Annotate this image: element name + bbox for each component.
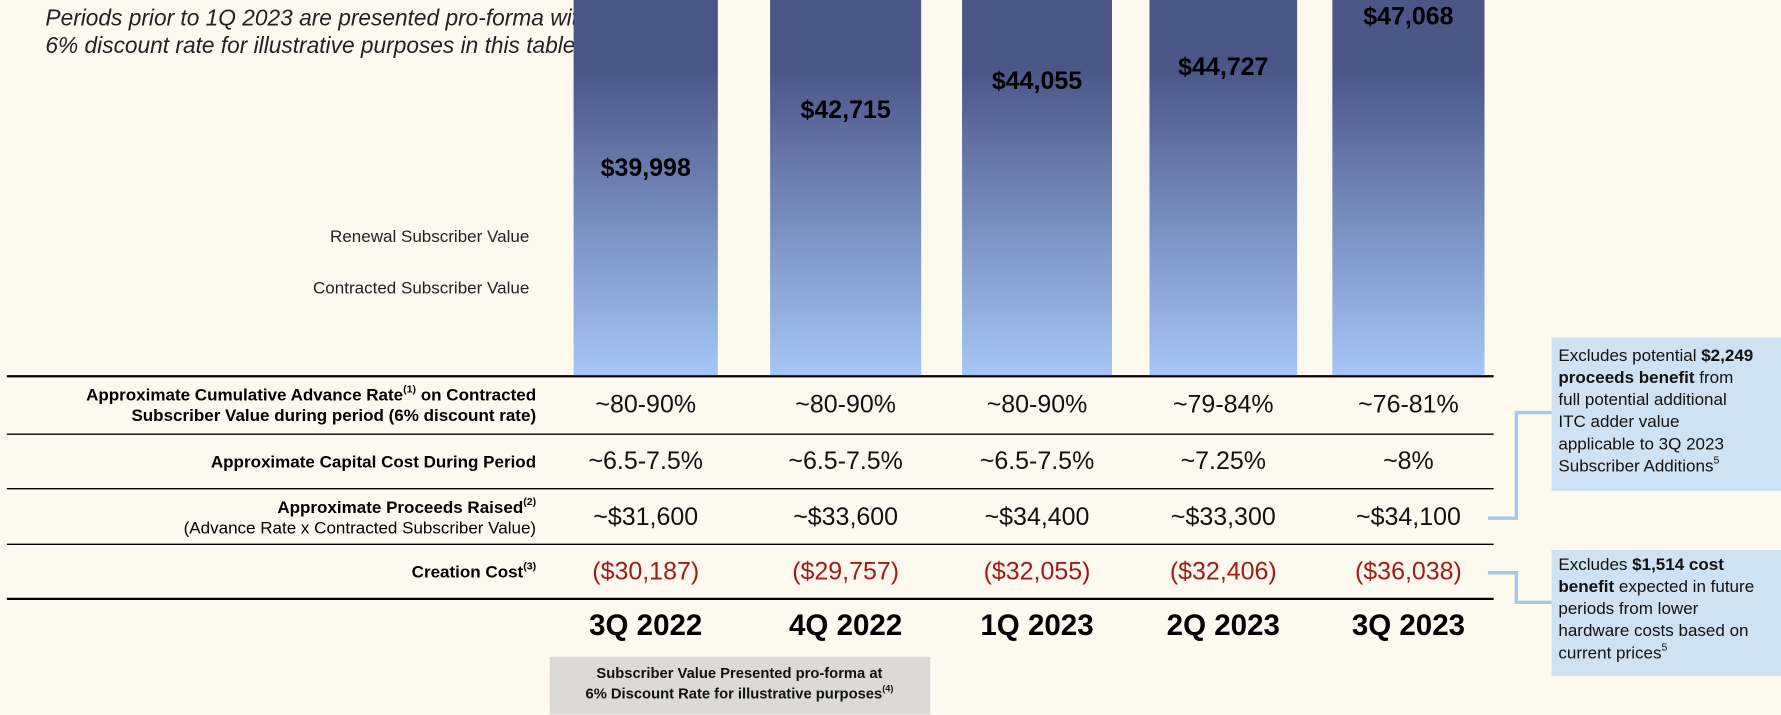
category-label: 3Q 2023 [1352,609,1465,642]
cell-value: ~6.5-7.5% [788,447,903,475]
callout-text: current prices5 [1558,641,1667,662]
cell-value: ~80-90% [987,390,1088,418]
category-label: 3Q 2022 [589,609,702,642]
bar-segment [1149,0,1298,376]
row-label: (Advance Rate x Contracted Subscriber Va… [184,518,536,537]
total-label: $47,068 [1363,3,1453,31]
row-label-run: on Contracted [416,385,536,404]
legend-label: Renewal Subscriber Value [330,227,529,246]
cell-value: ~$34,400 [985,503,1090,531]
cell-value: ~$33,600 [793,503,898,531]
callout-text-run: periods from lower [1558,599,1698,618]
callout-text-run: Excludes [1558,554,1632,573]
bar-segment [770,0,922,376]
total-label: $44,055 [992,67,1082,95]
total-label: $42,715 [801,96,891,124]
cell-value: ~76-81% [1358,390,1459,418]
cell-value: ($32,055) [984,557,1091,585]
callout-text-run: 5 [1713,454,1719,466]
footer-text: 6% Discount Rate for illustrative purpos… [585,684,893,702]
bar-segment [1332,0,1485,376]
callout-text: Subscriber Additions5 [1558,454,1719,475]
row-label-run: Approximate Capital Cost During Period [211,452,536,471]
cell-value: ($29,757) [792,557,899,585]
callout-text-run: $1,514 cost [1632,554,1724,573]
callout-text: benefit expected in future [1558,576,1754,595]
row-label-run: (1) [403,383,416,395]
cell-value: ~80-90% [595,390,696,418]
callout-text-run: benefit [1558,576,1614,595]
cell-value: ~$31,600 [593,503,698,531]
row-label: Approximate Cumulative Advance Rate(1) o… [86,383,536,404]
callout-text-run: Subscriber Additions [1558,456,1713,475]
cell-value: ~8% [1383,447,1434,475]
callout-connector [1487,571,1552,604]
callout-text-run: $2,249 [1701,345,1753,364]
footer-box [549,656,931,715]
row-label: Creation Cost(3) [412,561,536,582]
callout-connector [1487,410,1552,520]
cell-value: ($30,187) [592,557,699,585]
category-label: 1Q 2023 [980,609,1093,642]
total-label: $39,998 [601,154,691,182]
row-label-run: (Advance Rate x Contracted Subscriber Va… [184,518,536,537]
callout-text: applicable to 3Q 2023 [1558,434,1724,453]
row-label: Approximate Proceeds Raised(2) [277,496,536,517]
cell-value: ~80-90% [795,390,896,418]
row-label-run: Subscriber Value during period (6% disco… [131,405,536,424]
cell-value: ~7.25% [1181,447,1266,475]
category-label: 4Q 2022 [789,609,902,642]
category-label: 2Q 2023 [1167,609,1280,642]
note: Periods prior to 1Q 2023 are presented p… [45,5,609,31]
row-label-run: (3) [523,561,536,573]
cell-value: ~$34,100 [1356,503,1461,531]
footer-text: Subscriber Value Presented pro-forma at [596,666,882,682]
cell-value: ~6.5-7.5% [588,447,703,475]
footer-text-run: (4) [882,684,893,694]
callout-text: Excludes potential $2,249 [1558,345,1753,364]
callout-text-run: current prices [1558,643,1661,662]
callout-text-run: applicable to 3Q 2023 [1558,434,1724,453]
row-label-run: Approximate Cumulative Advance Rate [86,385,403,404]
row-label-run: Approximate Proceeds Raised [277,497,523,516]
callout-text-run: full potential additional [1558,390,1726,409]
row-label-run: Creation Cost [412,562,524,581]
callout-text-run: expected in future [1614,576,1754,595]
total-label: $44,727 [1178,53,1268,81]
callout-text: hardware costs based on [1558,621,1748,640]
callout-text: proceeds benefit from [1558,367,1733,386]
footer-text-run: Subscriber Value Presented pro-forma at [596,666,882,682]
footer-text-run: 6% Discount Rate for illustrative purpos… [585,686,882,702]
callout-box [1551,550,1781,677]
note: 6% discount rate for illustrative purpos… [45,32,575,58]
cell-value: ($32,406) [1170,557,1277,585]
row-label: Subscriber Value during period (6% disco… [131,405,536,424]
callout-text-run: Excludes potential [1558,345,1701,364]
cell-value: ~$33,300 [1171,503,1276,531]
callout-text: Excludes $1,514 cost [1558,554,1724,573]
bar-segment [962,0,1112,376]
row-label: Approximate Capital Cost During Period [211,452,536,471]
callout-text: ITC adder value [1558,412,1679,431]
bar-segment [573,0,718,376]
callout-text-run: 5 [1661,641,1667,653]
row-label-run: (2) [523,496,536,508]
cell-value: ~79-84% [1173,390,1274,418]
callout-text-run: from [1695,367,1734,386]
callout-box [1551,337,1781,491]
callout-text-run: proceeds benefit [1558,367,1694,386]
cell-value: ($36,038) [1355,557,1462,585]
cell-value: ~6.5-7.5% [980,447,1095,475]
callout-text-run: ITC adder value [1558,412,1679,431]
legend-label: Contracted Subscriber Value [313,278,529,297]
callout-text: full potential additional [1558,390,1726,409]
callout-text-run: hardware costs based on [1558,621,1748,640]
callout-text: periods from lower [1558,599,1698,618]
